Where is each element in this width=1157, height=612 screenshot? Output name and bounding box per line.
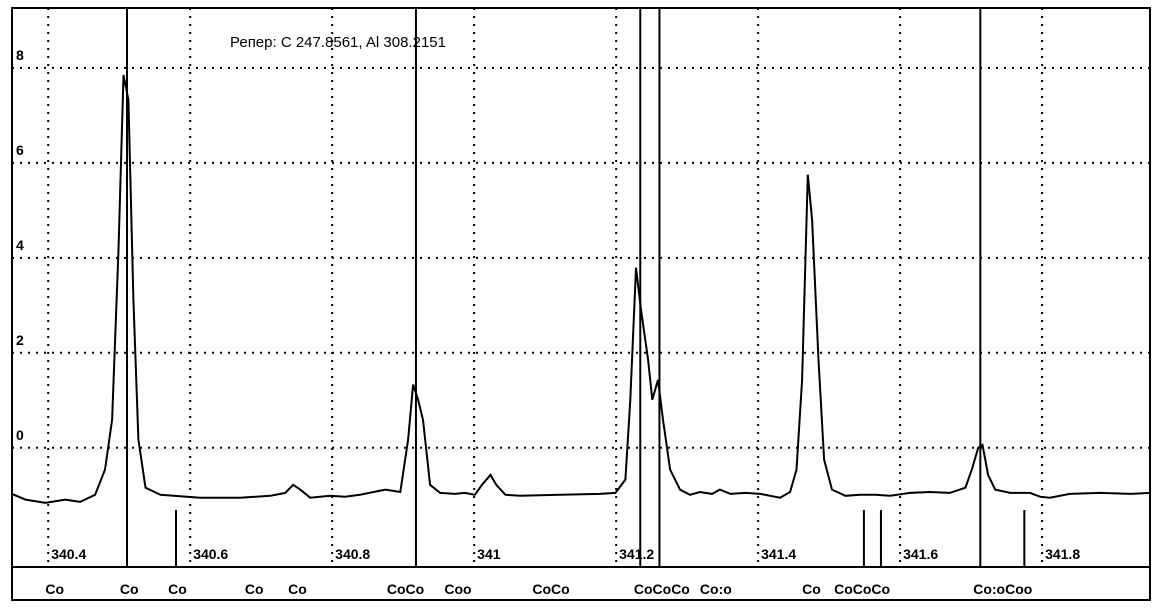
x-tick-label: 341.8 bbox=[1045, 546, 1080, 562]
x-tick-label: 341.2 bbox=[619, 546, 654, 562]
frame bbox=[11, 7, 1151, 601]
element-label: Co bbox=[45, 581, 64, 597]
element-label: Co:oCoo bbox=[973, 581, 1032, 597]
element-label: Co bbox=[120, 581, 139, 597]
element-label: Coo bbox=[444, 581, 471, 597]
element-label: Co bbox=[168, 581, 187, 597]
spectrum-line bbox=[11, 74, 1151, 504]
annotation: Репер: C 247.8561, Al 308.2151 bbox=[230, 34, 446, 51]
y-tick-label: 4 bbox=[16, 237, 24, 253]
element-label: CoCo bbox=[532, 581, 569, 597]
y-tick-label: 6 bbox=[16, 142, 24, 158]
x-tick-label: 340.6 bbox=[193, 546, 228, 562]
element-label: CoCoCo bbox=[634, 581, 690, 597]
element-label: Co:o bbox=[700, 581, 732, 597]
x-tick-label: 341.6 bbox=[903, 546, 938, 562]
y-tick-label: 2 bbox=[16, 332, 24, 348]
y-tick-label: 0 bbox=[16, 427, 24, 443]
x-tick-label: 340.8 bbox=[335, 546, 370, 562]
element-label: Co bbox=[802, 581, 821, 597]
y-tick-label: 8 bbox=[16, 47, 24, 63]
element-label: Co bbox=[288, 581, 307, 597]
x-tick-label: 341 bbox=[477, 546, 501, 562]
x-tick-label: 340.4 bbox=[51, 546, 86, 562]
element-label: CoCo bbox=[387, 581, 424, 597]
element-label: CoCoCo bbox=[834, 581, 890, 597]
x-tick-label: 341.4 bbox=[761, 546, 796, 562]
element-label: Co bbox=[245, 581, 264, 597]
